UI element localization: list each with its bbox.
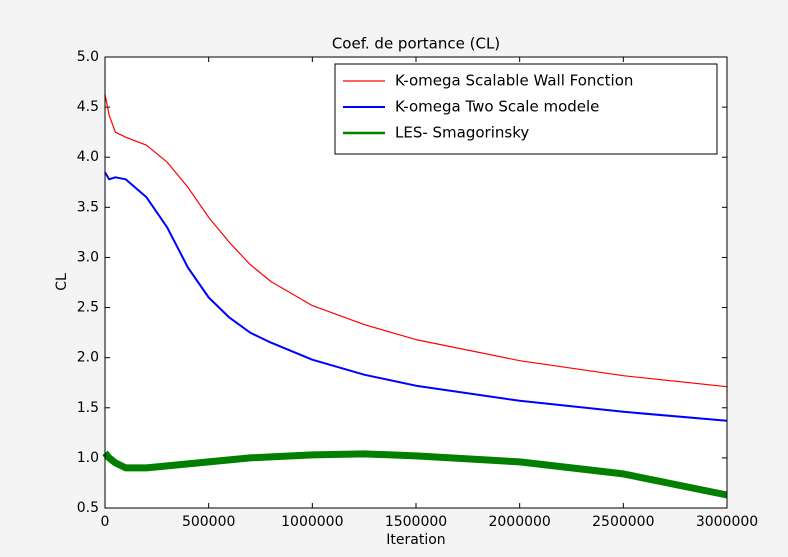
legend-label: K-omega Two Scale modele <box>395 98 599 116</box>
y-tick-label: 4.0 <box>77 149 99 165</box>
y-axis-label: CL <box>54 273 70 291</box>
y-tick-label: 0.5 <box>77 500 99 516</box>
y-tick-label: 4.5 <box>77 99 99 115</box>
x-tick-label: 1500000 <box>385 514 447 530</box>
x-tick-label: 3000000 <box>696 514 758 530</box>
y-tick-label: 1.0 <box>77 450 99 466</box>
y-tick-label: 3.0 <box>77 249 99 265</box>
x-tick-label: 0 <box>101 514 110 530</box>
x-tick-label: 2000000 <box>488 514 550 530</box>
y-tick-label: 2.5 <box>77 300 99 316</box>
chart: Coef. de portance (CL) Iteration CL 0 500… <box>0 0 788 557</box>
x-tick-label: 1000000 <box>281 514 343 530</box>
y-tick-label: 3.5 <box>77 199 99 215</box>
legend-label: K-omega Scalable Wall Fonction <box>395 72 633 90</box>
y-tick-label: 5.0 <box>77 49 99 65</box>
x-axis-label: Iteration <box>386 532 445 548</box>
x-tick-label: 500000 <box>182 514 235 530</box>
x-tick-label: 2500000 <box>592 514 654 530</box>
chart-title: Coef. de portance (CL) <box>332 35 500 53</box>
y-tick-label: 1.5 <box>77 400 99 416</box>
legend-label: LES- Smagorinsky <box>395 124 529 142</box>
y-tick-label: 2.0 <box>77 350 99 366</box>
